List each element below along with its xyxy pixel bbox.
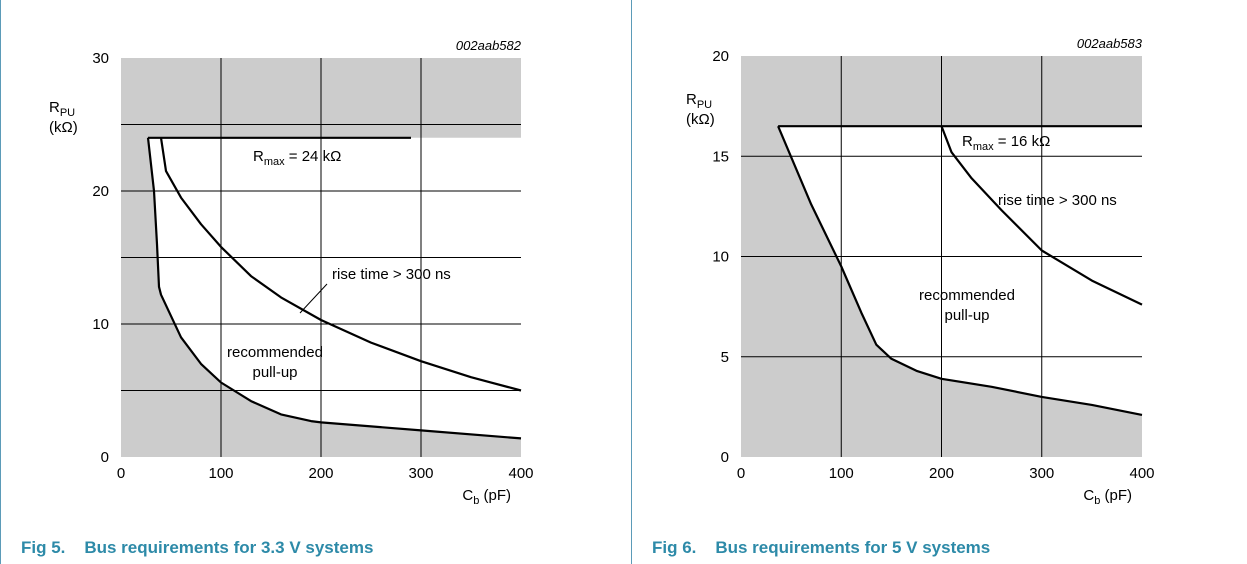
rise-time-label: rise time > 300 ns xyxy=(998,192,1117,209)
x-tick-label: 0 xyxy=(117,465,125,482)
rise-time-label: rise time > 300 ns xyxy=(332,266,451,283)
x-tick-label: 200 xyxy=(929,465,954,482)
y-tick-label: 20 xyxy=(92,183,109,200)
bus-requirements-5v-chart: 0 100 200 300 400 0 5 10 15 20 002aab583 RPU(kΩ) Cb … xyxy=(686,36,1155,507)
x-tick-label: 200 xyxy=(308,465,333,482)
bus-requirements-3v3-chart: 0 100 200 300 400 0 10 20 30 002aab582 RPU(kΩ) Cb (… xyxy=(49,38,534,507)
x-tick-label: 100 xyxy=(829,465,854,482)
y-tick-label: 0 xyxy=(101,449,109,466)
figure-6-caption: Fig 6. Bus requirements for 5 V systems xyxy=(652,538,990,558)
x-tick-label: 0 xyxy=(737,465,745,482)
figure-id: 002aab582 xyxy=(456,38,522,53)
y-tick-label: 15 xyxy=(712,148,729,165)
recommended-label: recommended xyxy=(227,344,323,361)
y-tick-label: 20 xyxy=(712,48,729,65)
y-axis-unit: (kΩ) xyxy=(686,111,715,128)
x-axis-label: Cb (pF) xyxy=(462,487,511,507)
x-tick-label: 400 xyxy=(1129,465,1154,482)
pull-up-label: pull-up xyxy=(252,364,297,381)
y-tick-label: 10 xyxy=(712,249,729,266)
x-tick-label: 300 xyxy=(1029,465,1054,482)
x-tick-label: 400 xyxy=(508,465,533,482)
figure-5-panel: 0 100 200 300 400 0 10 20 30 002aab582 RPU (kΩ) Cb (… xyxy=(0,0,534,564)
figure-6-label: Fig 6. xyxy=(652,538,697,557)
rise-time-curve xyxy=(940,125,1143,306)
y-axis-unit: (kΩ) xyxy=(49,119,78,136)
rmax-label: Rmax = 24 kΩ xyxy=(253,148,341,168)
pull-up-label: pull-up xyxy=(944,307,989,324)
allowed-region xyxy=(778,126,1142,415)
rmax-label: Rmax = 16 kΩ xyxy=(962,133,1050,153)
recommended-label: recommended xyxy=(919,287,1015,304)
rise-time-curve xyxy=(159,137,522,392)
x-tick-label: 300 xyxy=(408,465,433,482)
y-tick-label: 0 xyxy=(721,449,729,466)
y-tick-label: 30 xyxy=(92,50,109,67)
y-tick-label: 10 xyxy=(92,316,109,333)
figure-id: 002aab583 xyxy=(1077,36,1143,51)
figure-5-label: Fig 5. xyxy=(21,538,66,557)
lower-bound-curve xyxy=(777,125,1143,416)
x-axis-label: Cb (pF) xyxy=(1083,487,1132,507)
x-tick-label: 100 xyxy=(208,465,233,482)
y-axis-label: RPU xyxy=(686,91,712,111)
rise-time-leader xyxy=(299,283,328,314)
figure-5-title: Bus requirements for 3.3 V systems xyxy=(84,538,374,557)
figure-6-title: Bus requirements for 5 V systems xyxy=(715,538,991,557)
lower-bound-curve xyxy=(146,137,522,440)
y-tick-label: 5 xyxy=(721,349,729,366)
figure-6-panel: 0 100 200 300 400 0 5 10 15 20 002aab583 RPU (kΩ) Cb … xyxy=(631,0,1247,564)
y-axis-label: RPU xyxy=(49,99,75,119)
figure-5-caption: Fig 5. Bus requirements for 3.3 V system… xyxy=(21,538,373,558)
